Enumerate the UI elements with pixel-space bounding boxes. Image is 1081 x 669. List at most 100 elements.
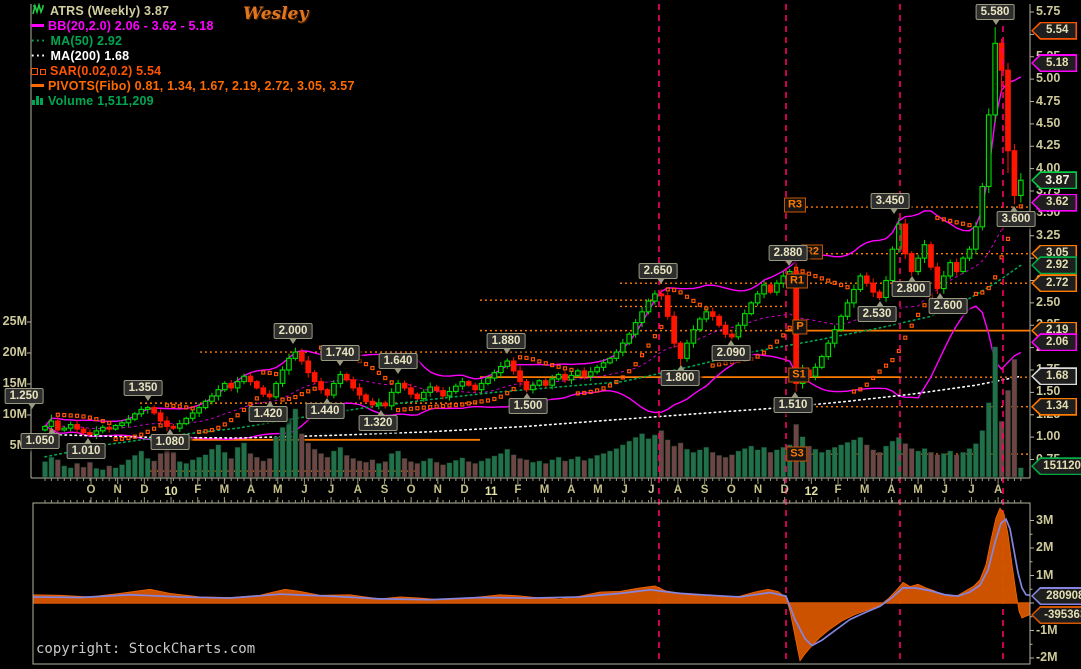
- volume-bar: [613, 448, 620, 478]
- price-axis-label: 1.00: [1036, 429, 1061, 444]
- sar-dot: [479, 399, 484, 404]
- candle-body: [857, 275, 864, 290]
- price-annotation: 1.740: [320, 345, 360, 361]
- candle-body: [1011, 150, 1018, 197]
- sar-dot: [575, 391, 580, 396]
- candle-body: [696, 318, 703, 331]
- candle-body: [915, 257, 921, 273]
- sar-dot: [312, 386, 317, 391]
- sar-dot: [883, 363, 889, 368]
- volume-bar: [940, 453, 947, 478]
- candle-body: [812, 366, 819, 377]
- legend-item: ··· MA(200) 1.68: [31, 48, 355, 63]
- volume-bar: [767, 451, 774, 478]
- candle-body: [54, 420, 61, 431]
- candle-body: [343, 373, 350, 381]
- month-label: M: [272, 484, 283, 496]
- volume-bar: [125, 459, 132, 478]
- sar-dot: [261, 370, 266, 375]
- sar-dot: [986, 285, 991, 291]
- sar-dot: [428, 405, 433, 410]
- sar-dot: [203, 429, 208, 434]
- volume-bar: [806, 445, 812, 478]
- legend-item: SAR(0.02,0.2) 5.54: [31, 63, 355, 78]
- sar-dot: [498, 394, 503, 399]
- sar-dot: [152, 426, 157, 431]
- month-label: A: [567, 484, 576, 496]
- price-axis-label: 1.50: [1036, 384, 1061, 399]
- volume-bar: [652, 434, 658, 478]
- watermark: Wesley: [243, 4, 309, 24]
- month-label: N: [753, 484, 763, 496]
- oscillator-border: [32, 502, 1031, 665]
- sar-dot: [973, 291, 979, 297]
- candle-body: [985, 114, 992, 188]
- axis-tag-280908: 280908: [1031, 587, 1081, 605]
- volume-bar: [812, 448, 819, 478]
- sar-dot: [74, 413, 80, 418]
- candle-body: [87, 432, 93, 435]
- candle-body: [703, 311, 710, 320]
- sar-dot: [280, 397, 285, 402]
- candle-body: [260, 387, 267, 395]
- price-annotation: 1.050: [20, 433, 60, 449]
- sar-dot: [196, 429, 202, 435]
- volume-bar: [119, 464, 125, 478]
- candle-body: [517, 370, 523, 383]
- sar-dot: [851, 389, 857, 394]
- price-axis-label: 4.75: [1036, 93, 1061, 108]
- candle-body: [375, 402, 382, 406]
- candle-body: [825, 342, 832, 358]
- sar-dot: [550, 362, 555, 368]
- candle-body: [908, 253, 915, 273]
- candle-body: [401, 382, 408, 389]
- candle-body: [221, 382, 228, 391]
- month-label: S: [380, 484, 389, 496]
- candle-body: [870, 282, 877, 293]
- candle-body: [228, 382, 235, 389]
- annotation-pointer-icon: [657, 278, 665, 284]
- sar-dot: [781, 333, 786, 338]
- sar-dot: [209, 427, 215, 433]
- sar-dot: [492, 396, 497, 402]
- sar-dot: [761, 350, 767, 355]
- sar-dot: [601, 386, 606, 391]
- sar-dot: [421, 405, 426, 410]
- sar-dot: [139, 432, 144, 437]
- candle-body: [510, 360, 517, 372]
- volume-bar: [375, 463, 382, 478]
- annotation-pointer-icon: [785, 260, 793, 266]
- volume-bar: [61, 465, 68, 478]
- candle-body: [741, 313, 748, 326]
- candle-body: [844, 302, 851, 317]
- volume-bar: [138, 450, 145, 478]
- candle-body: [921, 244, 928, 259]
- sar-dot: [1005, 236, 1011, 242]
- axis-tag-3.62: 3.62: [1031, 193, 1077, 212]
- sar-dot: [363, 361, 369, 367]
- candle-body: [940, 275, 947, 290]
- volume-bar: [594, 455, 600, 478]
- volume-bar: [575, 456, 581, 478]
- month-label: J: [301, 484, 308, 496]
- price-axis-label: 5.75: [1036, 4, 1061, 18]
- volume-bar: [363, 461, 369, 478]
- candle-body: [305, 360, 312, 374]
- month-label: D: [780, 484, 789, 496]
- candle-body: [754, 293, 761, 304]
- sar-dot: [396, 407, 401, 413]
- volume-bar: [176, 461, 183, 478]
- price-annotation: 1.510: [773, 397, 813, 413]
- sar-dot: [55, 412, 60, 417]
- sar-dot: [864, 382, 869, 387]
- sar-dot: [813, 273, 818, 279]
- sar-dot: [357, 358, 362, 364]
- price-annotation: 1.880: [486, 333, 526, 349]
- volume-bar: [491, 455, 498, 478]
- volume-bar: [395, 450, 401, 478]
- annotation-pointer-icon: [1010, 206, 1018, 212]
- volume-bar: [388, 453, 395, 478]
- price-annotation: 1.800: [660, 370, 700, 386]
- volume-bar: [902, 443, 909, 478]
